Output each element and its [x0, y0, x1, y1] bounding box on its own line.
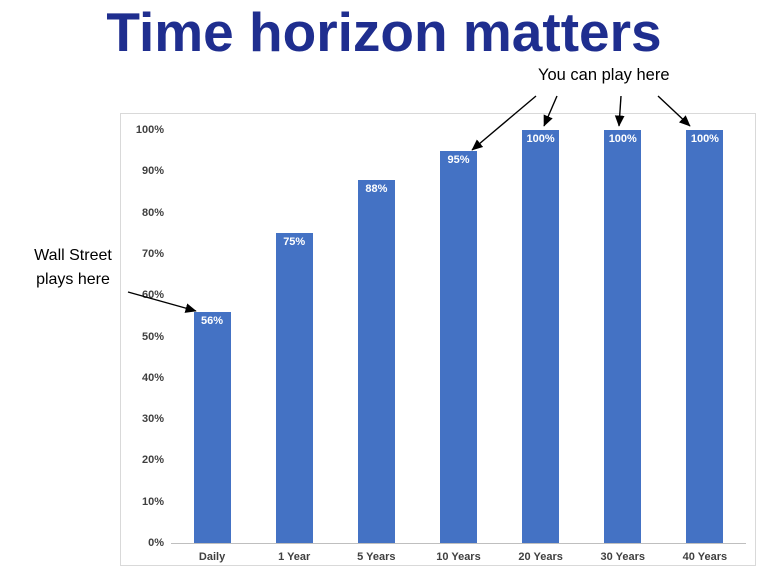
- bar-slot: 88%: [335, 179, 417, 543]
- bar-value-label: 75%: [283, 236, 306, 249]
- bar-30-years: 100%: [604, 130, 642, 543]
- y-axis-tick-label: 60%: [141, 289, 164, 302]
- bar-40-years: 100%: [686, 130, 724, 543]
- y-axis-tick-label: 80%: [141, 206, 164, 219]
- bar-daily: 56%: [193, 311, 231, 543]
- x-axis-tick-label: 20 Years: [518, 551, 563, 563]
- y-axis-tick-label: 40%: [141, 371, 164, 384]
- y-axis-tick-label: 30%: [141, 413, 164, 426]
- y-axis-tick-label: 100%: [135, 124, 164, 136]
- bar-value-label: 95%: [447, 153, 470, 166]
- bar-slot: 56%: [171, 311, 253, 543]
- bar-slot: 100%: [664, 130, 746, 543]
- x-axis-tick-label: 5 Years: [357, 551, 396, 563]
- bar-value-label: 100%: [690, 133, 719, 145]
- bar-20-years: 100%: [522, 130, 560, 543]
- bar-slot: 75%: [253, 233, 335, 543]
- bar-slots: 56% 75% 88% 95% 100% 100% 100%: [171, 130, 746, 543]
- bar-slot: 100%: [582, 130, 664, 543]
- bar-slot: 95%: [417, 150, 499, 543]
- annotation-wall-street: Wall Street plays here: [14, 244, 132, 292]
- y-axis-tick-label: 90%: [141, 165, 164, 178]
- y-axis-tick-label: 0%: [148, 537, 164, 549]
- x-axis-tick-label: 30 Years: [600, 551, 645, 563]
- bar-value-label: 56%: [201, 314, 224, 327]
- plot-area: 56% 75% 88% 95% 100% 100% 100%: [171, 130, 746, 544]
- bar-chart: 56% 75% 88% 95% 100% 100% 100% 0% 10% 20% 30% 40% 5…: [120, 113, 756, 566]
- bar-value-label: 100%: [526, 133, 555, 145]
- x-axis-tick-label: Daily: [198, 551, 226, 563]
- slide-title: Time horizon matters: [106, 1, 662, 63]
- bar-1-year: 75%: [275, 233, 313, 543]
- y-axis-tick-label: 70%: [141, 247, 164, 260]
- bar-10-years: 95%: [439, 150, 477, 543]
- annotation-you-can-play: You can play here: [538, 66, 670, 84]
- bar-slot: 100%: [500, 130, 582, 543]
- x-axis-tick-label: 1 Year: [278, 551, 311, 563]
- y-axis-tick-label: 10%: [141, 495, 164, 508]
- bar-5-years: 88%: [357, 179, 395, 543]
- y-axis-tick-label: 20%: [141, 454, 164, 467]
- x-axis-tick-label: 10 Years: [436, 551, 481, 563]
- bar-value-label: 88%: [365, 182, 388, 195]
- x-axis-tick-label: 40 Years: [682, 551, 728, 563]
- annotation-wall-street-line2: plays here: [36, 271, 110, 288]
- y-axis-tick-label: 50%: [141, 330, 164, 343]
- bar-value-label: 100%: [608, 133, 637, 145]
- annotation-wall-street-line1: Wall Street: [34, 247, 112, 264]
